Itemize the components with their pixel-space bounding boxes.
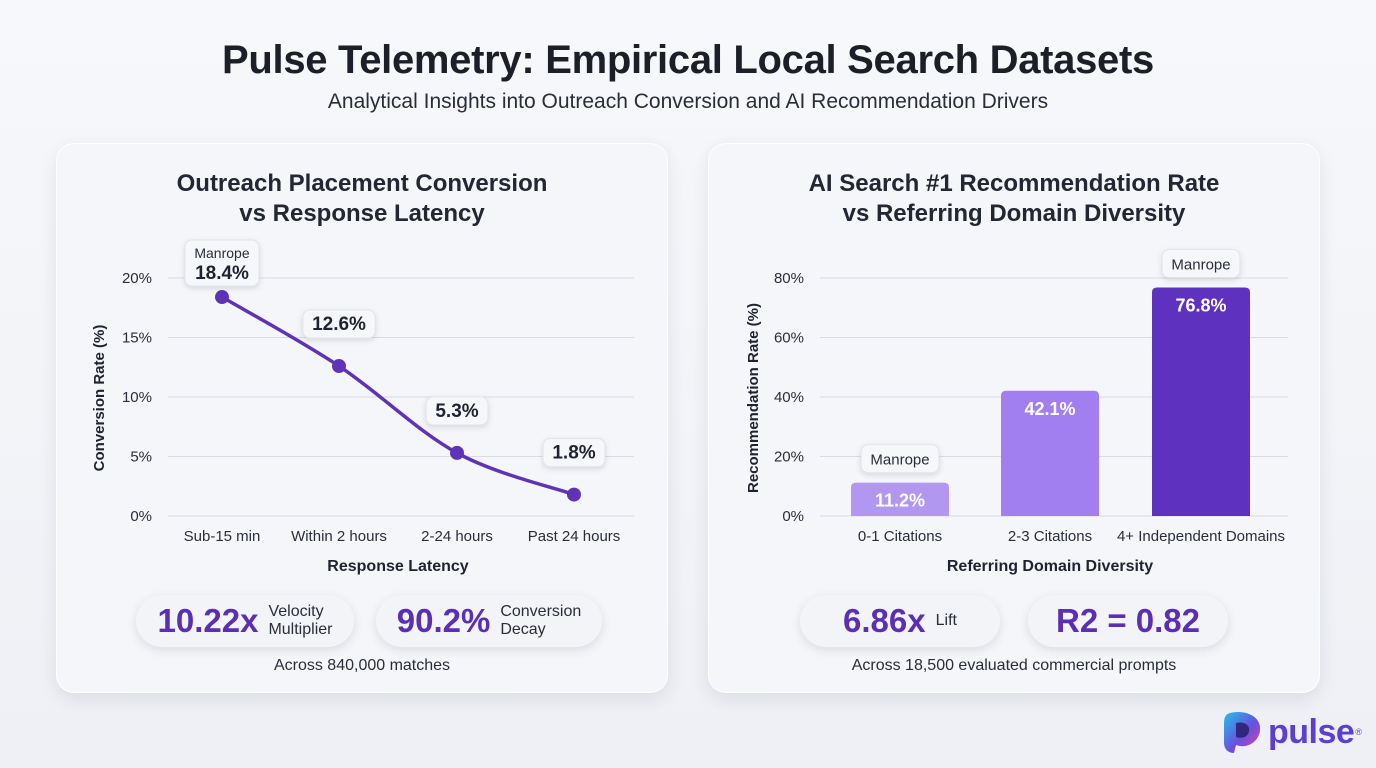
decay-stat-label: Conversion Decay: [500, 603, 581, 639]
conversion-line-chart: 0% 5% 10% 15% 20% Sub-15 min Within 2 hours 2-2…: [91, 239, 634, 575]
data-point-1: [332, 359, 346, 374]
bar-0: [851, 482, 949, 516]
x-tick-label: 0-1 Citations: [858, 528, 942, 545]
y-tick-label: 20%: [774, 449, 804, 466]
y-tick-label: 40%: [774, 389, 804, 406]
velocity-stat-value: 10.22x: [157, 602, 259, 639]
bar-2: [1152, 287, 1250, 516]
bar-annotation-2-box: [1161, 249, 1241, 279]
lift-stat-pill: 6.86x Lift: [800, 595, 1000, 647]
y-tick-label: 60%: [774, 330, 804, 347]
r2-stat-pill: R2 = 0.82: [1028, 595, 1228, 647]
bar-annotation-0-box: [860, 444, 940, 474]
conversion-chart-title: Outreach Placement Conversion vs Respons…: [56, 169, 668, 229]
bar-value-label: 11.2%: [875, 491, 925, 511]
main-title: Pulse Telemetry: Empirical Local Search …: [222, 38, 1154, 82]
decay-label-line1: Conversion: [500, 603, 582, 620]
y-tick-label: 0%: [130, 508, 152, 525]
conversion-title-line2: vs Response Latency: [239, 200, 485, 227]
velocity-stat-pill: 10.22x Velocity Multiplier: [136, 595, 354, 647]
conversion-panel: Outreach Placement Conversion vs Respons…: [56, 143, 668, 693]
y-tick-label: 0%: [782, 508, 804, 525]
main-subtitle: Analytical Insights into Outreach Conver…: [327, 90, 1049, 113]
x-axis-title: Referring Domain Diversity: [947, 558, 1153, 575]
conversion-series-line: [220, 295, 576, 497]
recommendation-footnote: Across 18,500 evaluated commercial promp…: [851, 657, 1177, 674]
data-label-2-box: [425, 396, 489, 426]
recommendation-chart-title: AI Search #1 Recommendation Rate vs Refe…: [708, 169, 1320, 229]
y-tick-label: 15%: [122, 330, 152, 347]
x-tick-label: 2-3 Citations: [1008, 528, 1092, 545]
y-tick-label: 5%: [130, 449, 152, 466]
data-label-0-text: 18.4%: [195, 263, 249, 284]
lift-stat-label: Lift: [935, 612, 957, 629]
x-tick-label: Within 2 hours: [291, 528, 387, 545]
r2-stat-value: R2 = 0.82: [1055, 602, 1201, 639]
y-tick-label: 80%: [774, 270, 804, 287]
pulse-logo: pulse ®: [1222, 708, 1362, 756]
data-point-2: [450, 445, 464, 460]
bar-annotation-2-text: Manrope: [1171, 257, 1230, 274]
x-tick-label: Past 24 hours: [528, 528, 621, 545]
data-label-3-box: [542, 438, 606, 468]
bar-1: [1001, 390, 1099, 516]
pulse-logo-icon: [1224, 711, 1261, 753]
decay-label-line2: Decay: [500, 621, 546, 638]
data-point-3: [567, 487, 581, 502]
bar-value-label: 42.1%: [1024, 399, 1075, 419]
pulse-logo-text: pulse: [1268, 712, 1355, 751]
bar-value-label: 76.8%: [1175, 296, 1226, 316]
data-label-0-annotation: Manrope: [194, 245, 249, 261]
x-axis-title: Response Latency: [327, 558, 468, 575]
recommendation-panel: AI Search #1 Recommendation Rate vs Refe…: [708, 143, 1320, 693]
data-label-3-text: 1.8%: [552, 443, 595, 464]
decay-stat-value: 90.2%: [396, 602, 491, 639]
y-axis-title: Recommendation Rate (%): [745, 303, 762, 493]
conversion-footnote: Across 840,000 matches: [273, 657, 451, 674]
velocity-label-line2: Multiplier: [268, 621, 333, 638]
y-tick-label: 20%: [122, 270, 152, 287]
recommendation-title-line1: AI Search #1 Recommendation Rate: [808, 170, 1220, 197]
y-tick-label: 10%: [122, 389, 152, 406]
x-tick-label: 4+ Independent Domains: [1117, 528, 1285, 545]
bar-annotation-0-text: Manrope: [870, 452, 929, 469]
decay-stat-pill: 90.2% Conversion Decay: [376, 595, 602, 647]
x-tick-label: 2-24 hours: [421, 528, 493, 545]
recommendation-title-line2: vs Referring Domain Diversity: [842, 200, 1186, 227]
y-axis-title: Conversion Rate (%): [91, 325, 108, 472]
data-label-1-text: 12.6%: [312, 314, 366, 335]
recommendation-bar-chart: 0% 20% 40% 60% 80% 11.2% 0-1 Citations 42.1% 2-3…: [745, 249, 1288, 575]
data-label-0-box: [184, 239, 260, 287]
pulse-logo-registered-mark: ®: [1355, 727, 1362, 737]
conversion-title-line1: Outreach Placement Conversion: [176, 170, 548, 197]
data-label-1-box: [302, 309, 376, 339]
velocity-label-line1: Velocity: [268, 603, 324, 620]
data-point-0: [215, 290, 229, 305]
velocity-stat-label: Velocity Multiplier: [268, 603, 332, 639]
x-tick-label: Sub-15 min: [184, 528, 261, 545]
lift-stat-value: 6.86x: [843, 602, 926, 639]
data-label-2-text: 5.3%: [435, 401, 478, 422]
